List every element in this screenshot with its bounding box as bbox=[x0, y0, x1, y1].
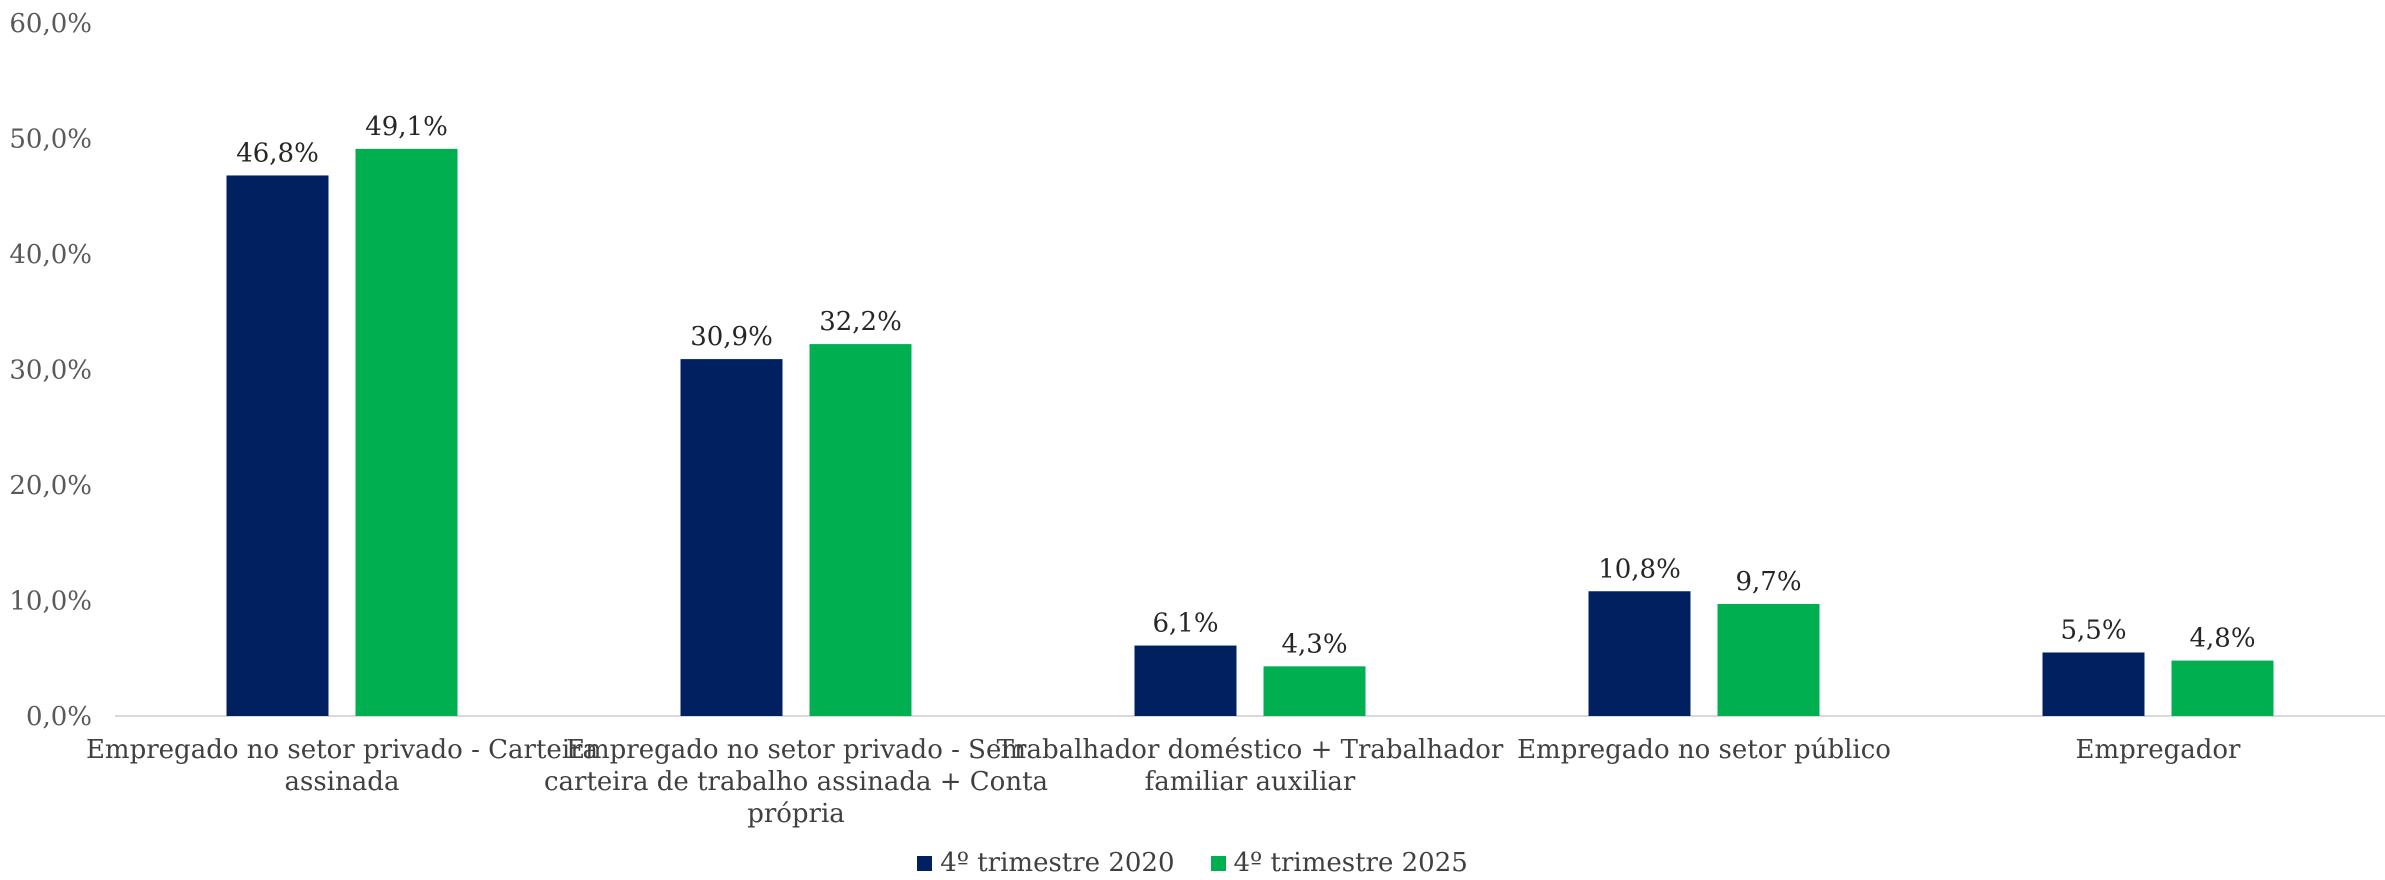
category-label: Empregador bbox=[2076, 735, 2242, 765]
bar bbox=[1588, 591, 1691, 716]
data-label: 49,1% bbox=[365, 112, 448, 142]
category-label: Empregado no setor público bbox=[1517, 735, 1891, 765]
legend-label: 4º trimestre 2025 bbox=[1233, 848, 1468, 878]
data-label: 10,8% bbox=[1598, 554, 1681, 584]
data-label: 9,7% bbox=[1735, 567, 1801, 597]
data-label: 5,5% bbox=[2060, 615, 2126, 645]
data-label: 4,8% bbox=[2189, 624, 2255, 654]
y-tick-label: 0,0% bbox=[26, 702, 92, 732]
category-label-line: familiar auxiliar bbox=[1145, 767, 1356, 797]
category-label-line: carteira de trabalho assinada + Conta bbox=[544, 767, 1048, 797]
legend-swatch bbox=[1210, 855, 1226, 871]
legend-item: 4º trimestre 2025 bbox=[1210, 848, 1468, 878]
y-tick-label: 40,0% bbox=[9, 240, 92, 270]
legend-swatch bbox=[917, 855, 933, 871]
category-label-line: Trabalhador doméstico + Trabalhador bbox=[997, 735, 1504, 765]
category-label-line: Empregado no setor privado - Carteira bbox=[86, 735, 598, 765]
bar bbox=[2042, 652, 2145, 716]
y-axis: 0,0% 10,0% 20,0% 30,0% 40,0% 50,0% 60,0% bbox=[9, 9, 92, 732]
category-label-line: Empregado no setor privado - Sem bbox=[566, 735, 1026, 765]
bars-group: 46,8% 49,1% 30,9% 32,2% 6,1% 4,3% 10,8% 9,7% 5,5… bbox=[226, 112, 2274, 716]
data-label: 32,2% bbox=[819, 307, 902, 337]
bar-chart: 0,0% 10,0% 20,0% 30,0% 40,0% 50,0% 60,0% 46,8%… bbox=[9, 9, 2385, 829]
category-label-line: Empregador bbox=[2076, 735, 2242, 765]
category-label-line: própria bbox=[747, 799, 845, 829]
category-label-line: Empregado no setor público bbox=[1517, 735, 1891, 765]
data-label: 4,3% bbox=[1281, 629, 1347, 659]
y-tick-label: 10,0% bbox=[9, 587, 92, 617]
category-label: Trabalhador doméstico + Trabalhador famil… bbox=[997, 735, 1504, 797]
legend: 4º trimestre 2020 4º trimestre 2025 bbox=[0, 848, 2385, 880]
y-tick-label: 50,0% bbox=[9, 125, 92, 155]
y-tick-label: 20,0% bbox=[9, 471, 92, 501]
bar bbox=[226, 175, 329, 716]
bar bbox=[355, 148, 458, 716]
bar bbox=[1717, 603, 1820, 716]
bar bbox=[2171, 660, 2274, 716]
bar bbox=[809, 344, 912, 716]
y-tick-label: 30,0% bbox=[9, 356, 92, 386]
data-label: 30,9% bbox=[690, 322, 773, 352]
category-label-line: assinada bbox=[285, 767, 400, 797]
bar bbox=[1134, 645, 1237, 716]
data-label: 6,1% bbox=[1152, 609, 1218, 639]
data-label: 46,8% bbox=[236, 138, 319, 168]
category-label: Empregado no setor privado - Carteira ass… bbox=[86, 735, 598, 797]
bar bbox=[680, 359, 783, 716]
category-labels: Empregado no setor privado - Carteira ass… bbox=[86, 735, 2241, 829]
legend-label: 4º trimestre 2020 bbox=[940, 848, 1175, 878]
y-tick-label: 60,0% bbox=[9, 9, 92, 39]
category-label: Empregado no setor privado - Sem carteira… bbox=[544, 735, 1048, 829]
legend-item: 4º trimestre 2020 bbox=[917, 848, 1175, 878]
bar bbox=[1263, 666, 1366, 716]
